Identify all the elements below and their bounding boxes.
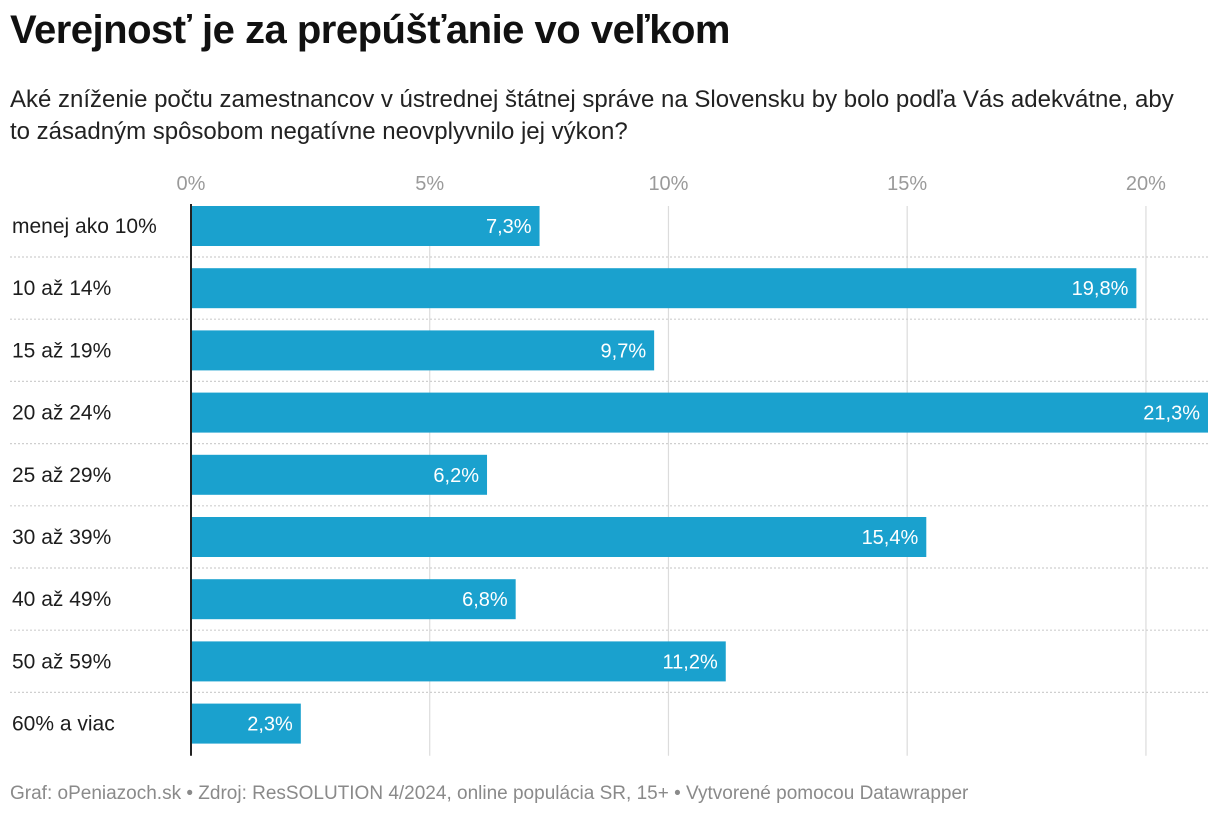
bar-value-label: 11,2% <box>663 651 718 673</box>
bar-chart: 0% 5% 10% 15% 20% menej ako 10% 7,3% 10 až 14% 1… <box>10 173 1210 756</box>
x-tick-label: 0% <box>177 173 206 195</box>
bar <box>191 206 540 246</box>
category-label: 25 až 29% <box>12 464 111 487</box>
x-tick-label: 15% <box>887 173 927 195</box>
category-label: 40 až 49% <box>12 588 111 611</box>
bar-value-label: 15,4% <box>862 527 919 549</box>
bar-value-label: 9,7% <box>601 340 647 362</box>
bar <box>191 268 1137 309</box>
chart-footer: Graf: oPeniazoch.sk • Zdroj: ResSOLUTION… <box>10 783 969 804</box>
chart-title: Verejnosť je za prepúšťanie vo veľkom <box>10 8 730 52</box>
x-tick-label: 20% <box>1126 173 1166 195</box>
bar-value-label: 21,3% <box>1143 403 1200 425</box>
category-label: 20 až 24% <box>12 402 111 425</box>
x-tick-label: 10% <box>648 173 688 195</box>
bar <box>191 330 655 371</box>
bar-value-label: 6,2% <box>433 465 479 487</box>
x-tick-label: 5% <box>415 173 444 195</box>
bar-value-label: 19,8% <box>1072 278 1129 300</box>
category-label: 50 až 59% <box>12 650 111 673</box>
category-label: 60% a viac <box>12 713 115 736</box>
bar <box>191 392 1208 433</box>
category-label: 30 až 39% <box>12 526 111 549</box>
bar <box>191 641 726 682</box>
bar <box>191 454 488 495</box>
bar-value-label: 6,8% <box>462 589 508 611</box>
category-label: menej ako 10% <box>12 215 157 238</box>
bar <box>191 579 516 620</box>
bar-value-label: 7,3% <box>486 216 532 238</box>
category-label: 15 až 19% <box>12 339 111 362</box>
bar <box>191 517 927 557</box>
bar-value-label: 2,3% <box>247 714 293 736</box>
category-label: 10 až 14% <box>12 277 111 300</box>
chart-subtitle: Aké zníženie počtu zamestnancov v ústred… <box>10 86 1174 145</box>
bar <box>191 703 301 744</box>
